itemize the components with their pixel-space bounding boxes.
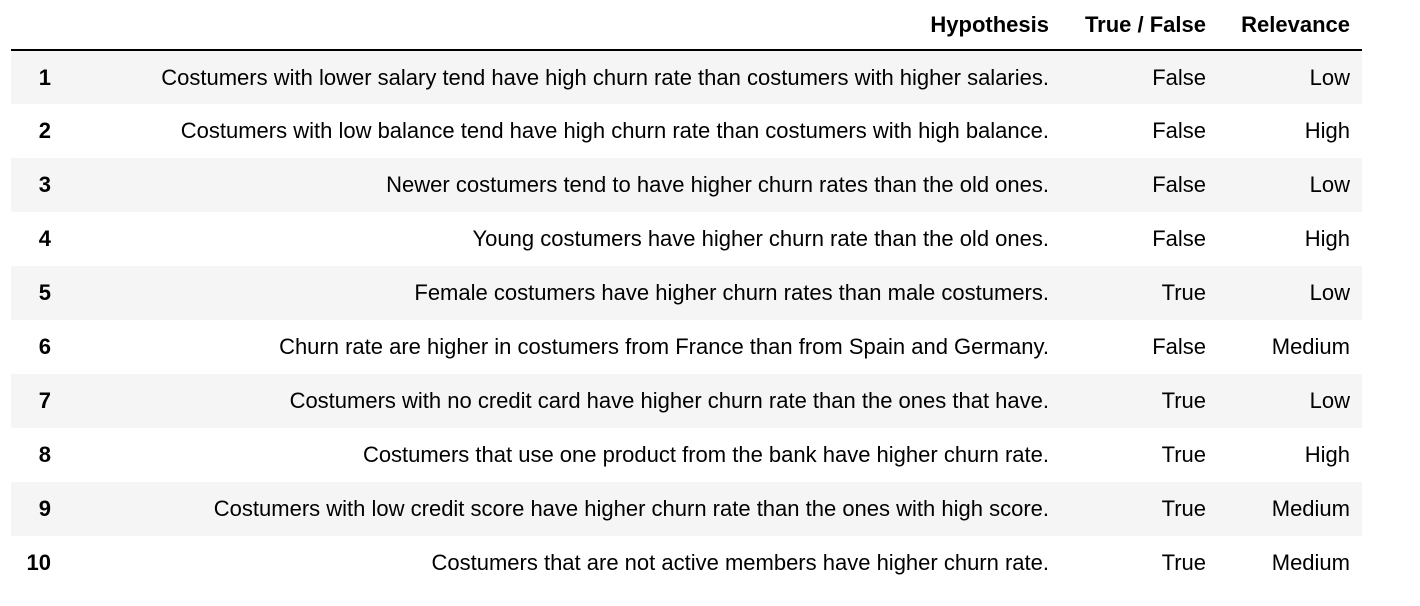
relevance-cell: Low <box>1309 64 1350 90</box>
row-index: 1 <box>38 64 51 90</box>
row-index: 9 <box>38 496 51 521</box>
hypothesis-table: Hypothesis True / False Relevance 1 Cost… <box>11 0 1362 590</box>
relevance-cell: High <box>1304 442 1350 467</box>
row-index: 5 <box>38 280 51 305</box>
hypothesis-cell: Costumers with low credit score have hig… <box>213 496 1049 521</box>
row-index: 7 <box>38 388 51 413</box>
row-index: 8 <box>38 442 51 467</box>
true-false-cell: False <box>1152 64 1206 90</box>
hypothesis-cell: Costumers with no credit card have highe… <box>289 388 1049 413</box>
hypothesis-cell: Costumers with lower salary tend have hi… <box>161 64 1049 90</box>
true-false-cell: True <box>1161 388 1206 413</box>
header-row: Hypothesis True / False Relevance <box>11 0 1362 51</box>
table-row: 10 Costumers that are not active members… <box>11 536 1362 590</box>
table-row: 9 Costumers with low credit score have h… <box>11 482 1362 536</box>
table-row: 2 Costumers with low balance tend have h… <box>11 104 1362 158</box>
relevance-cell: High <box>1304 226 1350 251</box>
index-column-header <box>11 0 63 51</box>
row-index: 6 <box>38 334 51 359</box>
row-index: 3 <box>38 172 51 197</box>
row-index: 10 <box>26 550 51 575</box>
true-false-cell: False <box>1152 118 1206 143</box>
true-false-cell: True <box>1161 280 1206 305</box>
true-false-cell: True <box>1161 442 1206 467</box>
true-false-column-header: True / False <box>1061 0 1218 51</box>
hypothesis-cell: Young costumers have higher churn rate t… <box>472 226 1049 251</box>
row-index: 2 <box>38 118 51 143</box>
hypothesis-cell: Costumers that are not active members ha… <box>431 550 1049 575</box>
true-false-cell: True <box>1161 496 1206 521</box>
hypothesis-cell: Newer costumers tend to have higher chur… <box>386 172 1049 197</box>
true-false-cell: False <box>1152 334 1206 359</box>
table-body: 1 Costumers with lower salary tend have … <box>11 50 1362 590</box>
hypothesis-column-header: Hypothesis <box>63 0 1061 51</box>
dataframe-output: Hypothesis True / False Relevance 1 Cost… <box>11 0 1362 590</box>
relevance-cell: Medium <box>1271 550 1350 575</box>
relevance-cell: Low <box>1309 280 1350 305</box>
table-row: 6 Churn rate are higher in costumers fro… <box>11 320 1362 374</box>
table-header: Hypothesis True / False Relevance <box>11 0 1362 51</box>
relevance-cell: Low <box>1309 388 1350 413</box>
relevance-cell: Medium <box>1271 496 1350 521</box>
table-row: 1 Costumers with lower salary tend have … <box>11 50 1362 104</box>
table-row: 5 Female costumers have higher churn rat… <box>11 266 1362 320</box>
table-row: 8 Costumers that use one product from th… <box>11 428 1362 482</box>
relevance-column-header: Relevance <box>1218 0 1362 51</box>
table-row: 4 Young costumers have higher churn rate… <box>11 212 1362 266</box>
table-row: 7 Costumers with no credit card have hig… <box>11 374 1362 428</box>
hypothesis-cell: Churn rate are higher in costumers from … <box>279 334 1049 359</box>
hypothesis-cell: Costumers that use one product from the … <box>362 442 1049 467</box>
relevance-cell: Medium <box>1271 334 1350 359</box>
table-row: 3 Newer costumers tend to have higher ch… <box>11 158 1362 212</box>
relevance-cell: High <box>1304 118 1350 143</box>
hypothesis-cell: Costumers with low balance tend have hig… <box>180 118 1049 143</box>
hypothesis-cell: Female costumers have higher churn rates… <box>414 280 1049 305</box>
true-false-cell: False <box>1152 226 1206 251</box>
row-index: 4 <box>38 226 51 251</box>
relevance-cell: Low <box>1309 172 1350 197</box>
true-false-cell: False <box>1152 172 1206 197</box>
true-false-cell: True <box>1161 550 1206 575</box>
